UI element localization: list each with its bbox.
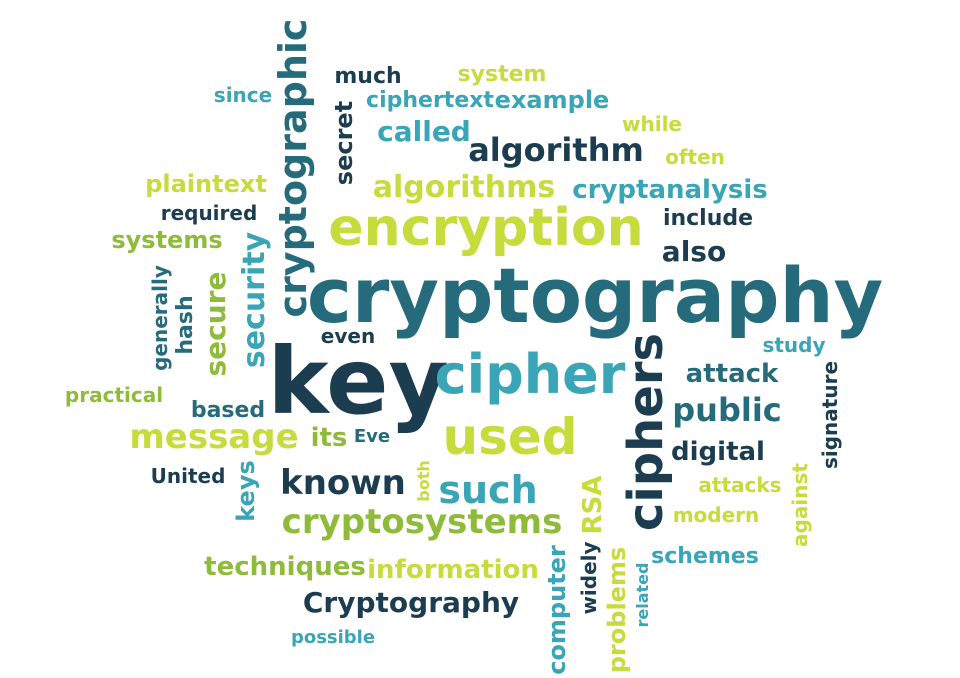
- word-possible: possible: [290, 627, 376, 648]
- word-generally: generally: [148, 265, 172, 371]
- word-include: include: [662, 206, 754, 231]
- word-techniques: techniques: [204, 552, 366, 582]
- word-called: called: [377, 115, 471, 148]
- word-its: its: [310, 423, 348, 453]
- word-signature: signature: [818, 360, 842, 470]
- word-problems: problems: [603, 546, 631, 674]
- word-system: system: [457, 62, 547, 87]
- word-algorithms: algorithms: [372, 170, 556, 205]
- word-practical: practical: [64, 383, 164, 407]
- word-while: while: [622, 112, 682, 136]
- word-study: study: [762, 333, 826, 357]
- word-security: security: [237, 231, 272, 369]
- word-against: against: [788, 463, 812, 547]
- word-cipher: cipher: [434, 343, 626, 406]
- word-plaintext: plaintext: [145, 170, 267, 198]
- word-hash: hash: [173, 295, 198, 355]
- word-also: also: [661, 235, 727, 268]
- word-required: required: [160, 201, 258, 225]
- word-Cryptography: Cryptography: [302, 586, 520, 619]
- word-based: based: [190, 398, 266, 423]
- word-ciphertext: ciphertext: [366, 88, 494, 113]
- word-cryptography: cryptography: [306, 251, 884, 340]
- word-used: used: [442, 408, 578, 466]
- word-secure: secure: [199, 271, 232, 377]
- word-keys: keys: [232, 460, 260, 522]
- word-even: even: [320, 324, 376, 348]
- word-key: key: [267, 328, 449, 435]
- word-digital: digital: [671, 437, 765, 467]
- word-secret: secret: [330, 100, 358, 186]
- word-both: both: [414, 460, 433, 502]
- word-schemes: schemes: [651, 544, 759, 569]
- word-attack: attack: [685, 359, 779, 389]
- word-example: example: [494, 86, 610, 114]
- word-public: public: [672, 391, 782, 429]
- word-such: such: [438, 468, 538, 512]
- word-cryptographic: cryptographic: [271, 18, 315, 318]
- word-message: message: [129, 417, 299, 457]
- word-modern: modern: [672, 503, 760, 527]
- word-information: information: [367, 555, 539, 585]
- word-widely: widely: [577, 541, 601, 615]
- word-United: United: [150, 464, 226, 488]
- word-known: known: [280, 463, 406, 503]
- word-systems: systems: [111, 226, 223, 254]
- word-cryptosystems: cryptosystems: [281, 502, 563, 542]
- word-cryptanalysis: cryptanalysis: [572, 175, 768, 205]
- word-RSA: RSA: [578, 475, 608, 535]
- word-encryption: encryption: [328, 198, 644, 258]
- word-much: much: [334, 64, 402, 89]
- word-Eve: Eve: [353, 426, 391, 447]
- word-often: often: [665, 145, 725, 169]
- word-attacks: attacks: [698, 473, 782, 497]
- word-computer: computer: [543, 545, 571, 675]
- word-since: since: [213, 83, 273, 107]
- word-related: related: [633, 562, 652, 628]
- word-ciphers: ciphers: [618, 332, 674, 532]
- word-algorithm: algorithm: [468, 131, 644, 169]
